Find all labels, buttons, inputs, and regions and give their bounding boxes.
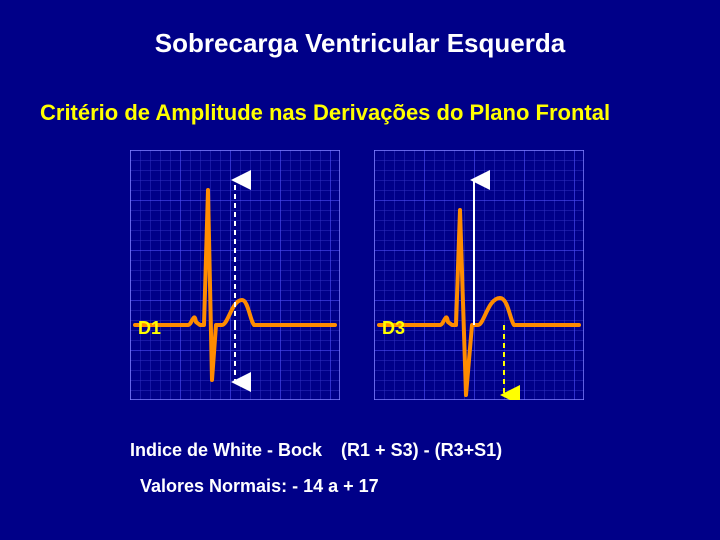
ecg-panel-d1: D1 — [130, 150, 340, 400]
formula-expression: (R1 + S3) - (R3+S1) — [341, 440, 502, 460]
ecg-panel-d3: D3 — [374, 150, 584, 400]
formula-row: Indice de White - Bock (R1 + S3) - (R3+S… — [130, 440, 502, 461]
lead-label-d1: D1 — [138, 318, 161, 339]
index-label: Indice de White - Bock — [130, 440, 322, 460]
page-subtitle: Critério de Amplitude nas Derivações do … — [40, 100, 610, 126]
ecg-panels: D1 — [130, 150, 584, 400]
lead-label-d3: D3 — [382, 318, 405, 339]
page-title: Sobrecarga Ventricular Esquerda — [0, 28, 720, 59]
ecg-svg-d3 — [374, 150, 584, 400]
normal-values: Valores Normais: - 14 a + 17 — [140, 476, 379, 497]
ecg-svg-d1 — [130, 150, 340, 400]
